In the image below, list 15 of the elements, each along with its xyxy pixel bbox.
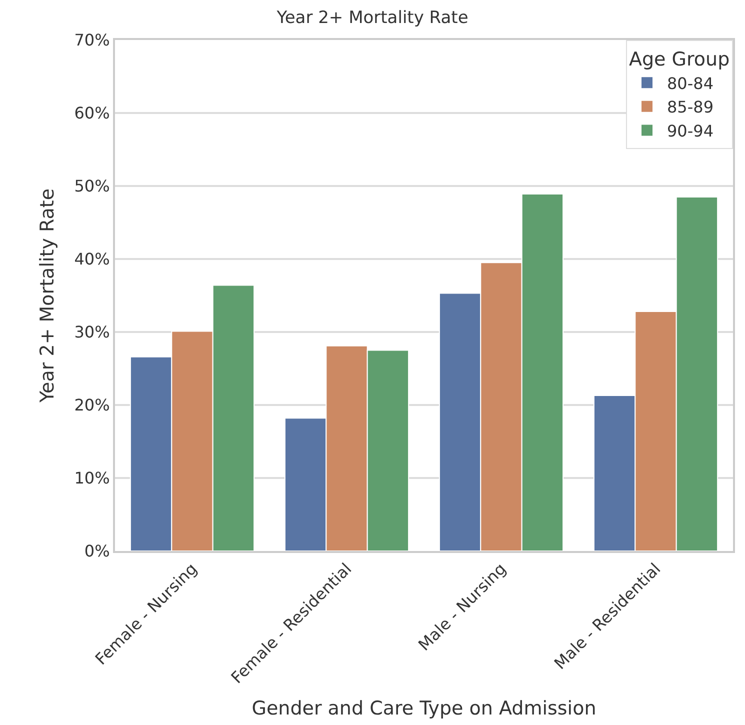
- legend-label: 80-84: [667, 74, 714, 93]
- y-tick-label: 70%: [74, 30, 110, 50]
- y-axis-title: Year 2+ Mortality Rate: [36, 188, 59, 404]
- y-tick-label: 20%: [74, 396, 110, 415]
- y-tick-label: 30%: [74, 322, 110, 342]
- y-tick-label: 50%: [74, 176, 110, 196]
- y-tick-label: 0%: [84, 542, 110, 561]
- legend-label: 85-89: [667, 98, 714, 117]
- y-tick-label: 40%: [74, 250, 110, 269]
- chart-title: Year 2+ Mortality Rate: [276, 8, 468, 28]
- legend-title: Age Group: [629, 48, 730, 71]
- y-tick-label: 60%: [74, 104, 110, 123]
- y-tick-label: 10%: [74, 468, 110, 488]
- legend-label: 90-94: [667, 121, 714, 140]
- x-axis-title: Gender and Care Type on Admission: [252, 697, 596, 720]
